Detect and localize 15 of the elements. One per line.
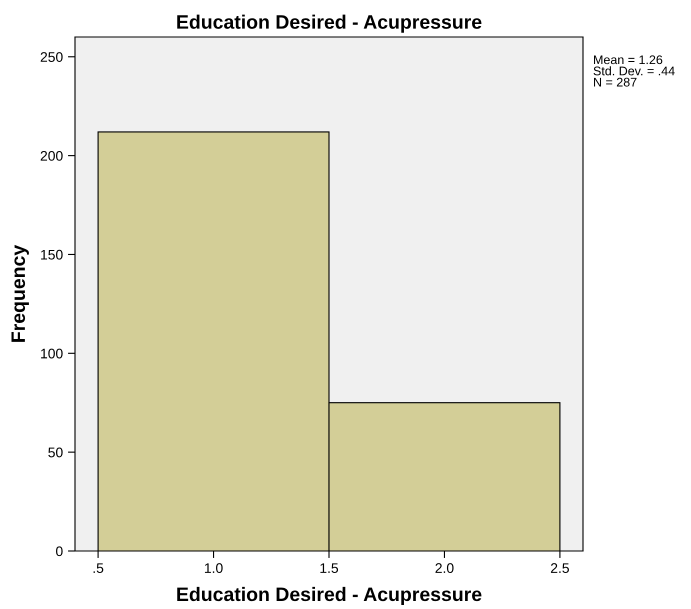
x-tick-label: 2.0 (436, 563, 454, 574)
x-tick-label: 1.5 (320, 563, 338, 574)
y-tick-label: 100 (41, 348, 63, 358)
y-tick-label: 200 (40, 150, 63, 161)
x-tick-label: 1.0 (204, 563, 223, 574)
x-axis-title: Education Desired - Acupressure (177, 586, 482, 605)
y-tick-label: 150 (41, 250, 63, 260)
chart-title: Education Desired - Acupressure (177, 14, 482, 33)
y-tick-label: 0 (56, 546, 63, 556)
y-axis-title: Frequency (12, 244, 29, 342)
y-tick-label: 50 (48, 447, 63, 458)
text: Mean = 1.26 Std. Dev. = .44 N = 287 (594, 55, 675, 87)
x-tick-label: .5 (94, 563, 104, 574)
x-tick-label: 2.5 (550, 563, 569, 574)
y-tick-label: 250 (40, 52, 63, 62)
